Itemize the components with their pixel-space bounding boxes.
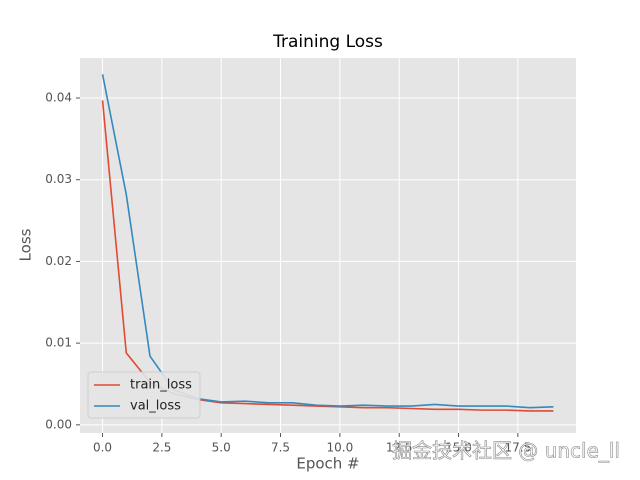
x-tick-label: 5.0 bbox=[212, 441, 231, 455]
x-tick-label: 0.0 bbox=[93, 441, 112, 455]
x-tick-label: 2.5 bbox=[152, 441, 171, 455]
x-tick-label: 10.0 bbox=[327, 441, 354, 455]
plot-area bbox=[80, 58, 576, 433]
x-tick-label: 15.0 bbox=[445, 441, 472, 455]
y-tick-label: 0.00 bbox=[45, 417, 72, 431]
y-tick-label: 0.03 bbox=[45, 172, 72, 186]
y-tick-label: 0.04 bbox=[45, 91, 72, 105]
chart-title: Training Loss bbox=[272, 32, 383, 52]
x-axis-label: Epoch # bbox=[296, 455, 359, 473]
legend-label: train_loss bbox=[130, 378, 192, 393]
y-tick-label: 0.02 bbox=[45, 254, 72, 268]
x-tick-label: 17.5 bbox=[504, 441, 531, 455]
y-tick-label: 0.01 bbox=[45, 336, 72, 350]
y-axis-label: Loss bbox=[17, 228, 35, 261]
watermark: 掘金技术社区 @ uncle_ll bbox=[392, 439, 620, 463]
grid: 0.0 2.5 5.0 7.5 10.0 12.5 15.0 17.5 0.00 0.01 0.02… bbox=[45, 58, 576, 455]
legend: train_loss val_loss bbox=[87, 371, 201, 419]
legend-label: val_loss bbox=[130, 399, 181, 414]
x-tick-label: 7.5 bbox=[271, 441, 290, 455]
x-tick-label: 12.5 bbox=[386, 441, 413, 455]
